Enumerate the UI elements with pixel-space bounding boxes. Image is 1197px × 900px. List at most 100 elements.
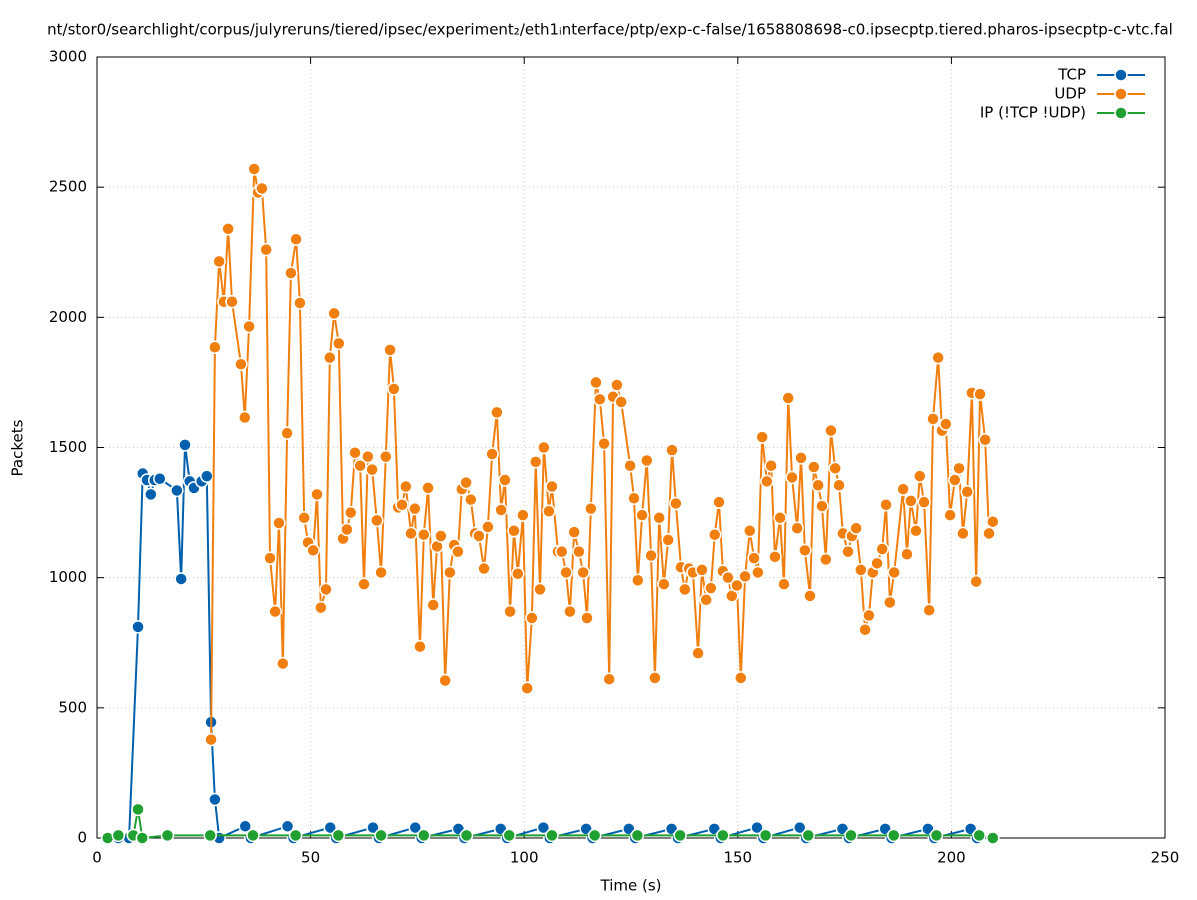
data-point [887,565,901,580]
data-point [481,520,495,534]
data-point [986,514,1000,529]
data-point [755,430,769,444]
data-point [819,552,833,567]
data-point [858,622,872,637]
data-point [503,604,517,619]
data-point [443,565,457,580]
data-point [926,412,940,426]
data-point [208,792,222,807]
data-point [370,513,384,528]
data-point [472,529,486,543]
data-point [567,525,581,539]
data-point [563,604,577,619]
data-point [399,479,413,494]
data-point [678,582,692,597]
data-point [533,582,547,597]
data-point [516,508,530,522]
data-point [635,508,649,522]
data-point [537,440,551,455]
data-point [203,828,217,843]
series-line [210,168,994,740]
data-point [917,495,931,509]
data-point [131,802,145,817]
data-point [525,611,539,625]
data-point [421,481,435,495]
legend-label: TCP [1057,66,1086,84]
data-point [268,604,282,619]
data-point [854,563,868,577]
data-point [520,681,534,696]
data-point [973,387,987,401]
data-point [986,831,1000,845]
data-point [803,589,817,603]
legend-marker [1114,106,1128,120]
data-point [725,589,739,603]
data-point [212,254,226,269]
data-point [978,432,992,447]
data-point [587,828,602,843]
data-point [174,572,188,586]
y-tick-label: 3000 [49,48,87,66]
data-point [408,501,422,516]
data-point [131,620,145,634]
data-point [323,820,338,835]
chart-title: nt/stor0/searchlight/corpus/julyreruns/t… [47,21,1173,39]
data-point [824,423,838,438]
data-point [259,242,273,257]
data-point [280,819,295,834]
data-point [798,543,812,558]
data-point [542,504,556,519]
data-point [365,462,379,477]
data-point [200,469,214,483]
data-point [263,551,277,565]
data-point [306,543,320,558]
data-point [707,527,722,542]
data-point [225,294,239,309]
data-point [153,471,167,486]
data-point [319,582,333,597]
legend-marker [1114,68,1128,82]
data-point [459,828,474,843]
data-point [750,820,764,835]
data-point [691,646,705,660]
data-point [238,410,252,425]
data-point [395,498,409,512]
data-point [875,542,889,556]
data-point [841,544,855,559]
data-point [640,453,654,468]
data-point [417,828,431,843]
data-point [528,455,543,469]
data-point [665,443,679,457]
data-point [743,524,757,538]
data-point [327,306,341,321]
data-point [332,336,346,351]
data-point [597,436,611,451]
data-point [404,526,418,541]
data-point [807,460,821,474]
data-point [559,565,573,580]
data-point [178,438,192,452]
data-point [280,426,294,440]
data-point [511,567,525,581]
data-point [413,639,427,654]
data-point [426,598,440,612]
data-point [883,595,897,610]
data-point [507,524,521,538]
data-point [289,232,303,246]
data-point [284,266,298,280]
x-tick-label: 150 [723,849,752,867]
data-point [673,828,687,843]
data-point [828,461,842,476]
data-point [610,378,624,392]
data-point [781,391,795,405]
x-tick-label: 250 [1151,849,1180,867]
y-tick-label: 2500 [49,178,87,196]
data-point [144,487,158,502]
data-point [904,494,918,508]
data-point [969,574,983,589]
data-point [459,475,473,490]
data-point [844,828,858,843]
data-point [170,483,184,498]
data-point [602,672,616,686]
